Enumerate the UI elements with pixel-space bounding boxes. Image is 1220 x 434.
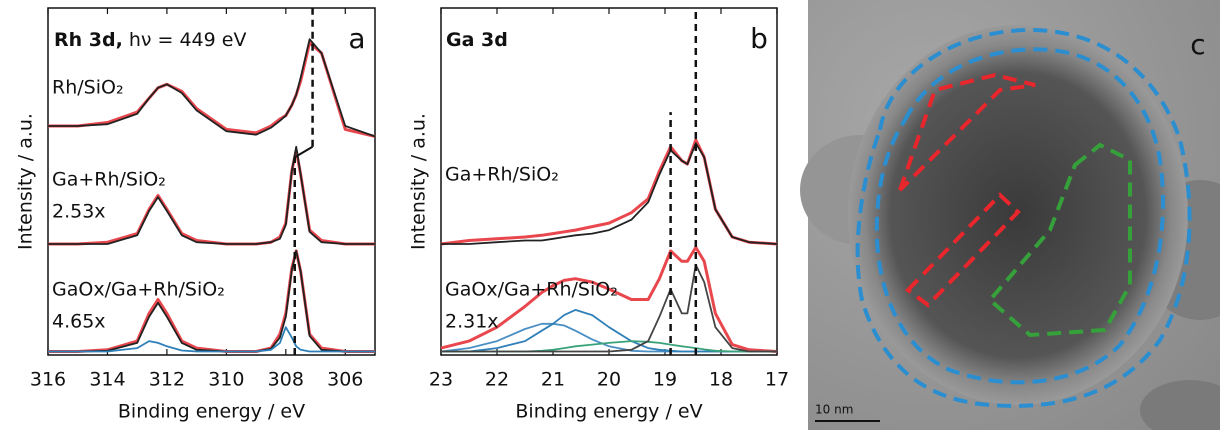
spectrum-line (48, 148, 375, 246)
panel-label: a (348, 22, 365, 55)
shift-connector (294, 145, 314, 159)
spectrum-line (48, 145, 375, 245)
y-axis-label: Intensity / a.u. (408, 113, 430, 250)
spectrum-line (48, 249, 375, 353)
plot-frame (47, 7, 376, 356)
annotation: Ga+Rh/SiO₂ (445, 164, 559, 186)
title-bold: Ga 3d (446, 29, 508, 51)
annotation: 4.65x (52, 311, 106, 333)
x-tick-label: 19 (653, 369, 677, 391)
panel-title: Rh 3d, hν = 449 eV (54, 29, 246, 51)
y-axis-label: Intensity / a.u. (15, 113, 37, 250)
scale-bar-label: 10 nm (815, 403, 853, 417)
x-tick-label: 314 (89, 369, 125, 391)
annotation: 2.31x (445, 311, 499, 333)
spectrum-line (48, 326, 375, 353)
x-axis-label: Binding energy / eV (515, 401, 702, 423)
x-tick-label: 23 (429, 369, 453, 391)
panel-label: c (1190, 28, 1205, 61)
x-tick-label: 22 (485, 369, 509, 391)
panel-title: Ga 3d (446, 29, 508, 51)
x-tick-label: 21 (541, 369, 565, 391)
spectrum-line (440, 245, 778, 353)
spectrum-line (48, 250, 375, 353)
x-tick-label: 17 (765, 369, 789, 391)
panel-label: b (750, 22, 768, 55)
x-tick-label: 306 (327, 369, 363, 391)
spectrum-line (441, 263, 777, 353)
x-tick-label: 18 (709, 369, 733, 391)
title-rest: hν = 449 eV (129, 29, 247, 51)
x-tick-label: 312 (149, 369, 185, 391)
spectrum-line (48, 38, 376, 138)
annotation: GaOx/Ga+Rh/SiO₂ (52, 279, 225, 301)
x-tick-label: 310 (208, 369, 244, 391)
annotation: GaOx/Ga+Rh/SiO₂ (445, 279, 618, 301)
annotation: Rh/SiO₂ (52, 77, 124, 99)
annotation: Ga+Rh/SiO₂ (52, 169, 166, 191)
title-bold: Rh 3d, (54, 29, 123, 51)
tem-image: 10 nm c (800, 0, 1220, 434)
annotation: 2.53x (52, 201, 106, 223)
x-tick-label: 316 (30, 369, 66, 391)
x-tick-label: 20 (597, 369, 621, 391)
x-tick-label: 308 (268, 369, 304, 391)
x-axis-label: Binding energy / eV (118, 401, 305, 423)
spectrum-line (441, 142, 778, 245)
